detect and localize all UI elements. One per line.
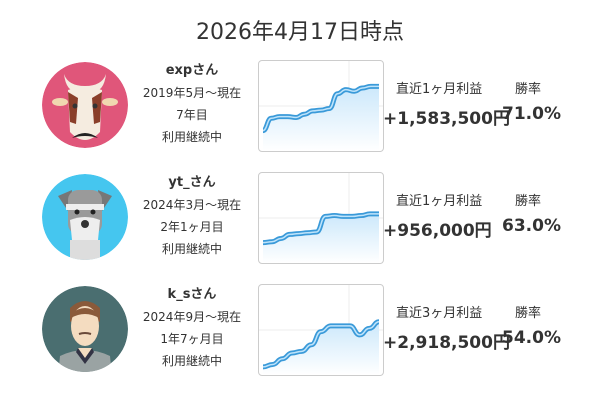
user-status: 利用継続中 [161,130,222,144]
user-since: 2019年5月〜現在 [142,86,242,100]
profit-label: 直近1ヶ月利益 [396,194,483,209]
profit-label: 直近3ヶ月利益 [396,306,483,321]
profit-value: +1,583,500円 [383,109,510,129]
man-avatar-icon [42,286,128,372]
winrate-value: 54.0% [502,328,561,348]
profit-value: +2,918,500円 [383,333,510,353]
user-since: 2024年9月〜現在 [142,310,242,324]
winrate-label: 勝率 [515,306,542,321]
sparkline-highlight [262,321,380,368]
dog-avatar-icon [42,174,128,260]
user-row: yt_さん 2024年3月〜現在 2年1ヶ月目 利用継続中 直近1ヶ月利益 勝率… [0,172,600,264]
user-name: k_sさん [167,287,217,302]
user-info: expさん 2019年5月〜現在 7年目 利用継続中 [132,60,252,148]
cow-avatar-icon [42,62,128,148]
sparkline-highlight [262,213,379,244]
user-info: k_sさん 2024年9月〜現在 1年7ヶ月目 利用継続中 [132,284,252,372]
page-title: 2026年4月17日時点 [196,20,404,45]
user-name: yt_さん [168,175,216,190]
user-duration: 2年1ヶ月目 [160,220,224,234]
profit-sparkline [258,284,384,376]
profit-sparkline [258,60,384,152]
sparkline-area [263,86,379,151]
user-row: k_sさん 2024年9月〜現在 1年7ヶ月目 利用継続中 直近3ヶ月利益 勝率… [0,284,600,376]
winrate-label: 勝率 [515,194,542,209]
profit-value: +956,000円 [383,221,492,241]
user-since: 2024年3月〜現在 [142,198,242,212]
winrate-value: 71.0% [502,104,561,124]
user-duration: 7年目 [176,108,208,122]
winrate-value: 63.0% [502,216,561,236]
winrate-label: 勝率 [515,82,542,97]
user-status: 利用継続中 [161,354,222,368]
sparkline-highlight [262,85,379,132]
user-duration: 1年7ヶ月目 [160,332,224,346]
user-name: expさん [165,63,219,78]
user-info: yt_さん 2024年3月〜現在 2年1ヶ月目 利用継続中 [132,172,252,260]
sparkline-area [263,321,379,375]
profit-label: 直近1ヶ月利益 [396,82,483,97]
sparkline-area [263,213,379,263]
user-row: expさん 2019年5月〜現在 7年目 利用継続中 直近1ヶ月利益 勝率 +1… [0,60,600,152]
user-status: 利用継続中 [161,242,222,256]
profit-sparkline [258,172,384,264]
